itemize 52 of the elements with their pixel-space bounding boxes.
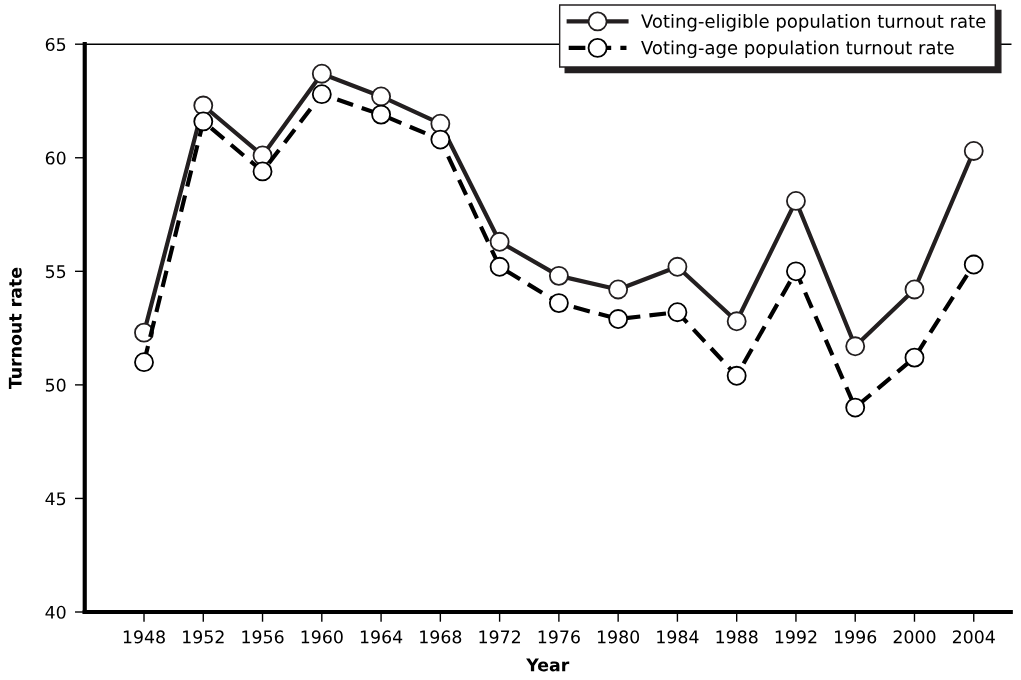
x-axis-title: Year: [526, 658, 570, 672]
point: [430, 113, 451, 134]
point: [548, 293, 569, 314]
x-tick-label: 1968: [420, 630, 462, 644]
point: [311, 63, 332, 84]
y-tick-label: 50: [45, 378, 66, 392]
point: [193, 111, 214, 132]
x-tick-label: 1960: [301, 630, 343, 644]
y-tick-label: 65: [45, 37, 66, 52]
point: [786, 261, 806, 282]
x-tick-label: 1996: [835, 630, 877, 644]
point: [667, 256, 688, 277]
point: [726, 365, 747, 386]
point: [608, 309, 629, 329]
point: [786, 190, 806, 211]
x-tick-label: 1972: [479, 630, 520, 644]
point: [371, 104, 392, 125]
point: [252, 161, 273, 182]
x-tick-label: 2004: [952, 630, 995, 644]
x-tick-label: 1964: [360, 630, 403, 644]
x-tick-label: 2000: [893, 630, 936, 644]
point: [430, 129, 451, 150]
y-axis-title: Turnout rate: [8, 267, 22, 390]
point: [845, 336, 866, 357]
point: [667, 302, 688, 323]
x-tick-label: 1948: [123, 630, 165, 644]
point: [134, 352, 154, 373]
y-tick-label: 40: [45, 605, 66, 619]
legend-label: Voting-age population turnout rate: [641, 40, 954, 58]
point: [489, 256, 510, 277]
point: [904, 347, 925, 368]
x-tick-label: 1980: [597, 630, 640, 644]
point: [311, 84, 332, 105]
point: [963, 141, 984, 161]
legend-label: Voting-eligible population turnout rate: [641, 13, 986, 32]
point: [371, 86, 392, 107]
x-tick-label: 1992: [775, 630, 817, 644]
x-tick-label: 1952: [183, 630, 224, 644]
point: [904, 279, 925, 300]
point: [608, 279, 629, 300]
x-tick-label: 1976: [538, 630, 580, 644]
x-tick-label: 1988: [716, 630, 758, 644]
point: [845, 397, 866, 418]
x-tick-label: 1956: [242, 630, 284, 644]
point: [726, 311, 747, 332]
point: [548, 265, 569, 286]
x-tick-label: 1984: [657, 630, 699, 644]
y-tick-label: 60: [45, 151, 66, 165]
point: [963, 254, 984, 275]
y-tick-label: 45: [45, 492, 66, 506]
y-tick-label: 55: [45, 265, 66, 279]
point: [489, 231, 510, 252]
